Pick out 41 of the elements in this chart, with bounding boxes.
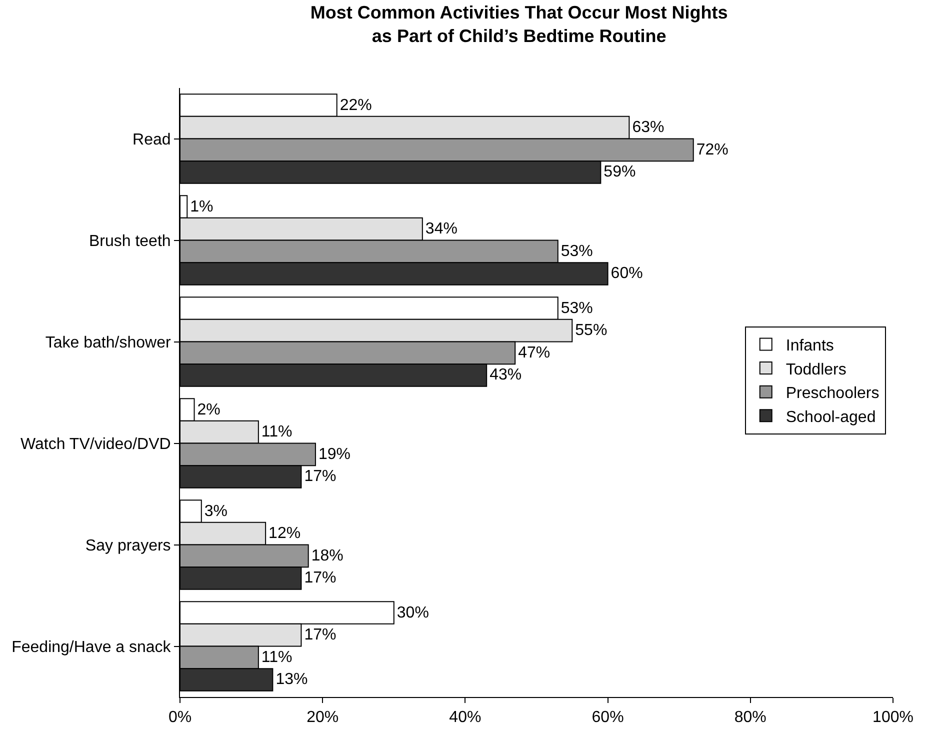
x-tick-label: 0% — [168, 709, 192, 726]
data-label: 17% — [304, 626, 336, 644]
x-tick-label: 100% — [872, 709, 914, 726]
data-label: 18% — [311, 547, 344, 564]
data-label: 30% — [396, 604, 429, 622]
y-tick-label: Read — [132, 131, 171, 148]
data-label: 19% — [318, 446, 350, 463]
data-label: 3% — [204, 502, 228, 520]
chart-title: Most Common Activities That Occur Most Nights as Part of Child’s Bedtime Routine — [310, 2, 728, 46]
legend-label: Preschoolers — [786, 385, 880, 402]
x-tick-label: 40% — [449, 709, 482, 726]
data-label: 59% — [604, 164, 636, 181]
data-label: 12% — [268, 525, 301, 542]
legend-label: School-aged — [786, 408, 876, 426]
legend-label: Toddlers — [786, 361, 846, 378]
data-label: 34% — [425, 220, 458, 238]
data-label: 55% — [575, 322, 608, 340]
data-label: 43% — [490, 366, 522, 384]
data-label: 1% — [190, 198, 214, 216]
y-tick-label: Take bath/shower — [45, 334, 172, 352]
legend-label: Infants — [786, 337, 834, 354]
data-label: 13% — [276, 671, 308, 688]
y-tick-label: Say prayers — [85, 537, 171, 554]
y-tick-label: Feeding/Have a snack — [12, 638, 172, 656]
data-label: 2% — [197, 401, 220, 418]
data-label: 17% — [304, 570, 336, 587]
data-label: 11% — [261, 648, 292, 666]
y-tick-label: Watch TV/video/DVD — [20, 436, 171, 453]
x-tick-label: 60% — [592, 709, 624, 726]
x-tick-label: 20% — [306, 709, 339, 726]
data-label: 22% — [340, 96, 372, 114]
data-label: 53% — [560, 242, 593, 260]
data-label: 11% — [261, 424, 292, 441]
data-label: 63% — [632, 119, 664, 136]
data-label: 53% — [560, 300, 593, 317]
x-tick-label: 80% — [734, 709, 766, 726]
data-label: 60% — [610, 265, 643, 282]
data-label: 72% — [696, 141, 728, 158]
data-label: 47% — [518, 344, 550, 362]
y-tick-label: Brush teeth — [88, 232, 171, 250]
data-label: 17% — [304, 468, 336, 486]
